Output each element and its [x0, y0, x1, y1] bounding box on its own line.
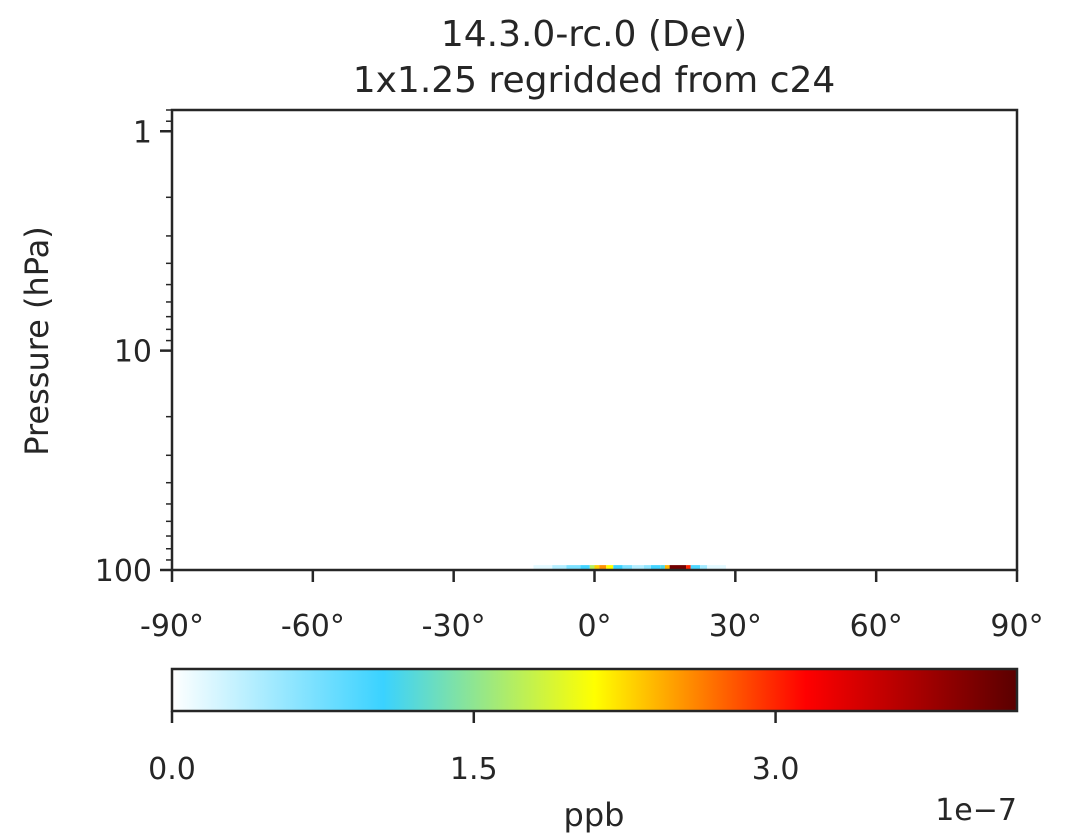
y-axis-label: Pressure (hPa): [18, 226, 56, 456]
colorbar-tick-label: 3.0: [752, 752, 800, 787]
y-tick-label: 10: [114, 335, 152, 370]
x-tick-label: 0°: [577, 609, 611, 644]
x-tick-label: 60°: [850, 609, 903, 644]
heatmap-cell: [606, 565, 614, 570]
heatmap-cell: [700, 565, 708, 570]
heatmap-cell: [669, 565, 687, 570]
x-tick-label: 90°: [990, 609, 1043, 644]
heatmap-cell: [580, 565, 590, 570]
heatmap-cell: [686, 565, 691, 570]
heatmap-cell: [589, 565, 595, 570]
colorbar-tick-label: 0.0: [148, 752, 196, 787]
heatmap-cell: [599, 565, 607, 570]
x-tick-label: 30°: [709, 609, 762, 644]
heatmap-cell: [643, 565, 651, 570]
heatmap-cell: [533, 565, 553, 570]
x-axis: -90° -60° -30° 0° 30° 60° 90°: [140, 570, 1044, 644]
y-tick-label: 1: [133, 115, 152, 150]
heatmap-cell: [622, 565, 633, 570]
heatmap-cell: [594, 565, 600, 570]
x-tick-label: -30°: [422, 609, 486, 644]
heatmap-cell: [632, 565, 644, 570]
x-tick-label: -60°: [281, 609, 345, 644]
heatmap-cell: [613, 565, 623, 570]
heatmap-cell: [650, 565, 661, 570]
colorbar-tick-label: 1.5: [450, 752, 498, 787]
x-tick-label: -90°: [140, 609, 204, 644]
colorbar-label: ppb: [564, 796, 625, 834]
colorbar-gradient: [172, 669, 1017, 711]
heatmap-cell: [707, 565, 726, 570]
heatmap-cell: [566, 565, 581, 570]
y-tick-label: 100: [95, 554, 152, 589]
colorbar-axis: 0.0 1.5 3.0: [148, 711, 799, 787]
colorbar-multiplier: 1e−7: [935, 793, 1017, 828]
chart-title: 14.3.0-rc.0 (Dev): [441, 14, 747, 55]
colorbar-frame: [170, 667, 1019, 713]
heatmap-cell: [690, 565, 701, 570]
heatmap-cell: [552, 565, 567, 570]
heatmap-cell: [660, 565, 665, 570]
heatmap-cell: [664, 565, 670, 570]
chart-subtitle: 1x1.25 regridded from c24: [353, 60, 836, 101]
y-axis: 1 10 100: [95, 109, 172, 589]
heatmap-cells: [533, 565, 726, 570]
plot-frame: [170, 108, 1019, 572]
